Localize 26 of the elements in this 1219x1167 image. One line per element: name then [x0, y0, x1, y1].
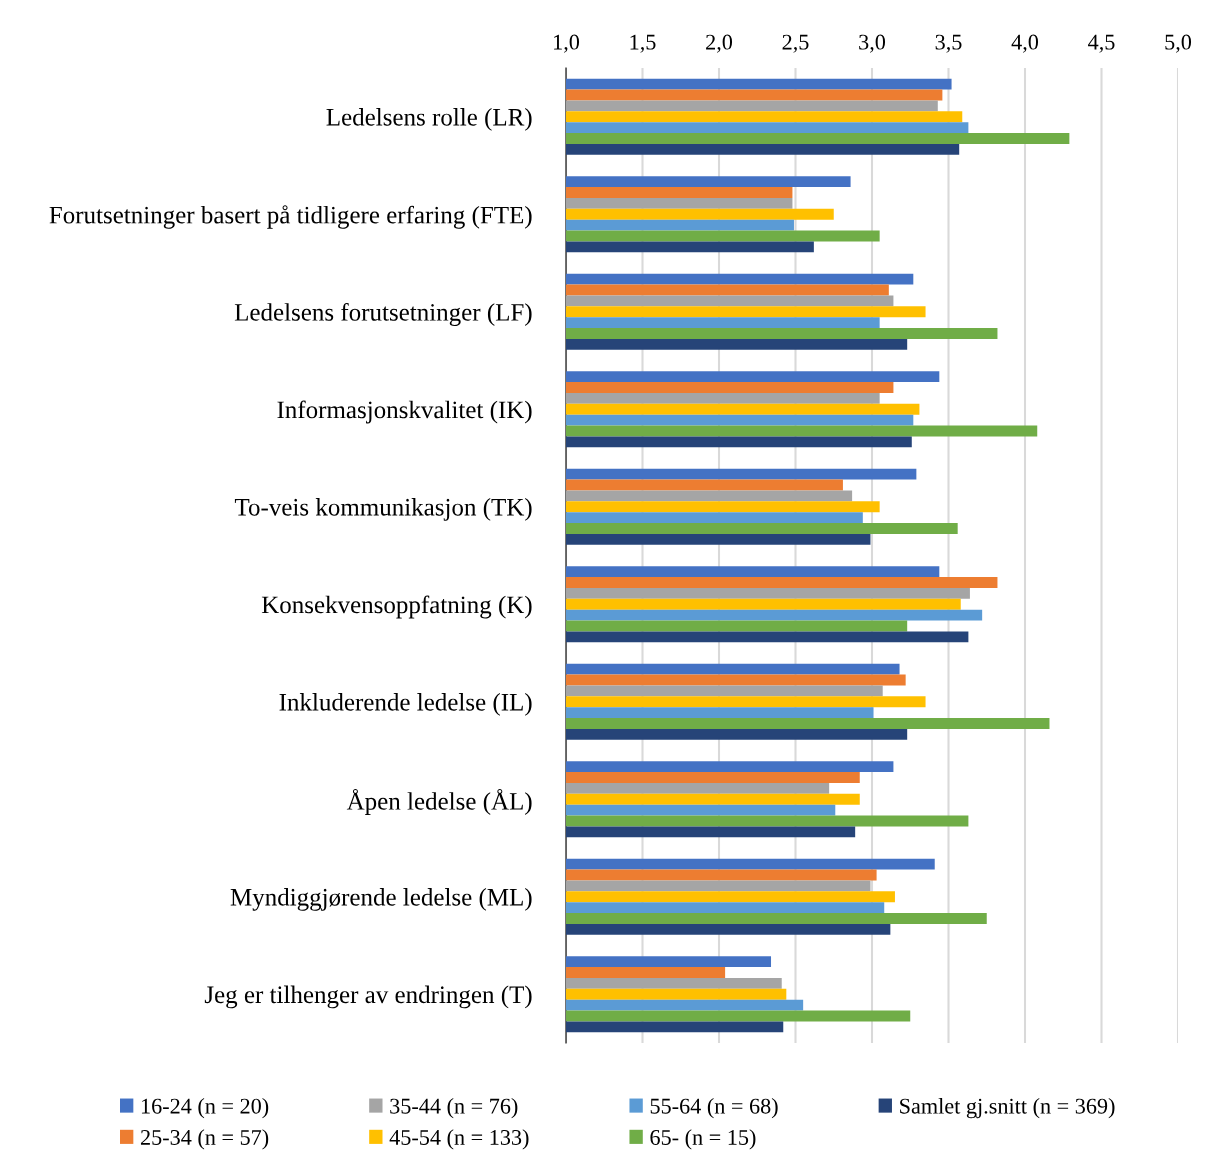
x-tick-label: 1,5	[630, 34, 656, 53]
y-tick-label: Forutsetninger basert på tidligere erfaring (FTE)	[49, 205, 532, 229]
x-tick-label: 5,0	[1165, 34, 1192, 53]
x-tick-label: 3,5	[935, 34, 962, 53]
legend-label: 25-34 (n = 57)	[140, 1129, 269, 1150]
legend-label: 16-24 (n = 20)	[141, 1098, 269, 1119]
legend-label: 65- (n = 15)	[650, 1129, 756, 1150]
y-tick-label: Myndiggjørende ledelse (ML)	[230, 888, 532, 911]
x-tick-label: 2,5	[782, 34, 809, 53]
x-tick-label: 3,0	[859, 34, 886, 53]
x-tick-label: 4,5	[1088, 34, 1115, 53]
y-tick-label: Inkluderende ledelse (IL)	[279, 693, 532, 716]
legend-label: 45-54 (n = 133)	[389, 1129, 529, 1150]
y-tick-label: Informasjonskvalitet (IK)	[277, 400, 532, 424]
legend-label: 35-44 (n = 76)	[390, 1098, 518, 1119]
x-tick-label: 4,0	[1011, 34, 1039, 53]
x-tick-label: 2,0	[706, 34, 733, 53]
y-tick-label: Ledelsens rolle (LR)	[326, 108, 532, 131]
legend-label: 55-64 (n = 68)	[650, 1098, 778, 1119]
y-tick-label: Konsekvensoppfatning (K)	[261, 595, 532, 619]
legend-label: Samlet gj.snitt (n = 369)	[900, 1098, 1115, 1119]
y-tick-label: Åpen ledelse (ÅL)	[346, 788, 532, 815]
y-tick-label: Jeg er tilhenger av endringen (T)	[204, 985, 532, 1009]
x-tick-label: 1,0	[554, 34, 580, 53]
y-tick-label: Ledelsens forutsetninger (LF)	[234, 302, 532, 326]
y-tick-label: To-veis kommunikasjon (TK)	[234, 498, 532, 521]
